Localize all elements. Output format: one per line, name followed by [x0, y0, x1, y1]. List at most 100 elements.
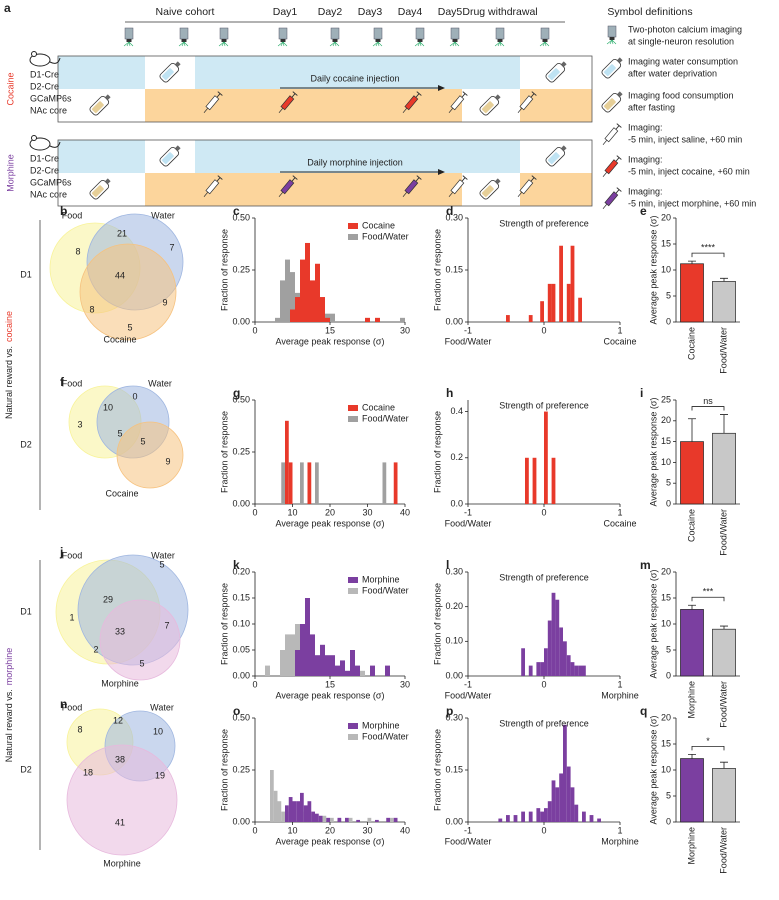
mouse-icon — [29, 135, 61, 151]
row-label: D2 — [20, 439, 32, 449]
scope-beam — [329, 41, 336, 47]
group-drug: morphine — [4, 648, 14, 686]
legend-swatch — [348, 416, 358, 422]
arrow-head — [438, 85, 445, 91]
scope-beam — [611, 39, 617, 45]
histogram-bar — [300, 624, 305, 676]
syringe-icon — [203, 175, 223, 197]
bar — [712, 628, 736, 677]
syringe-plunger — [415, 177, 420, 182]
histogram-bar — [578, 297, 582, 322]
legend-swatch — [348, 405, 358, 411]
scope-beam — [332, 41, 336, 47]
histogram-bar — [532, 457, 537, 504]
y-tick-label: 0.10 — [232, 618, 250, 628]
histogram-bar — [290, 309, 295, 322]
histogram-bar — [528, 315, 533, 322]
scope-beam — [417, 41, 421, 47]
venn-set-label: Water — [151, 550, 175, 560]
syringe-needle — [517, 191, 523, 197]
bottle-cap — [174, 145, 181, 152]
histogram-bar — [540, 301, 544, 322]
venn-count: 7 — [164, 620, 169, 630]
scope-beam — [606, 39, 613, 45]
syringe-plunger — [530, 93, 535, 98]
mouse-ear — [31, 51, 37, 57]
x-tick-label: 0 — [252, 679, 257, 689]
microscope-icon — [123, 27, 134, 47]
histogram-bar — [385, 665, 390, 676]
scope-beam — [221, 41, 225, 47]
y-tick-label: 0 — [666, 316, 671, 326]
histogram-bar — [555, 599, 560, 676]
scope-beam — [611, 39, 614, 45]
x-tick-label: 20 — [325, 507, 335, 517]
scope-lens — [126, 39, 132, 42]
histogram-bar — [555, 787, 560, 822]
histogram-bar — [310, 280, 315, 322]
histogram-bar — [326, 817, 330, 822]
mouse-body — [29, 53, 51, 67]
food-phase — [145, 173, 462, 206]
histogram-bar — [559, 773, 563, 822]
venn-set-label: Water — [151, 210, 175, 220]
mouse-tail — [49, 57, 61, 64]
y-tick-label: 0.20 — [445, 601, 463, 611]
syringe-icon — [602, 123, 622, 145]
histogram-bar — [597, 818, 601, 822]
x-tick-label: 0 — [252, 825, 257, 835]
legend-label: Cocaine — [362, 402, 395, 412]
syringe-plunger — [216, 93, 221, 98]
food-phase — [520, 173, 592, 206]
y-tick-label: 15 — [661, 436, 671, 446]
histogram-bar — [275, 317, 280, 322]
syringe-handle — [616, 155, 622, 160]
histogram-bar — [540, 662, 544, 676]
histogram-bar — [285, 634, 290, 676]
y-tick-label: 0 — [666, 498, 671, 508]
category-label: Food/Water — [718, 827, 728, 874]
venn-set-label: Water — [148, 378, 172, 388]
syringe-icon — [517, 175, 537, 197]
histogram-bar — [300, 259, 305, 322]
microscope-icon — [218, 27, 229, 47]
symbol-text: at single-neuron resolution — [628, 36, 734, 46]
scope-beam — [449, 41, 456, 47]
histogram-bar — [390, 817, 394, 822]
y-tick-label: 20 — [661, 415, 671, 425]
scope-body — [373, 27, 383, 40]
genotype-label: D2-Cre — [30, 165, 59, 175]
histogram-bar — [559, 245, 563, 322]
histogram-bar — [528, 665, 533, 676]
syringe-barrel — [604, 127, 619, 143]
genotype-label: GCaMP6s — [30, 93, 72, 103]
venn-set-label: Cocaine — [103, 334, 136, 344]
histogram-bar — [320, 644, 325, 676]
category-label: Morphine — [686, 681, 696, 719]
y-tick-label: 5 — [666, 478, 671, 488]
timeline-label: Day1 — [273, 6, 298, 18]
histogram-bar — [320, 297, 325, 322]
end-label: Morphine — [601, 690, 639, 700]
syringe-plunger — [291, 177, 296, 182]
legend-swatch — [348, 234, 358, 240]
histogram-bar — [400, 317, 405, 322]
scope-beam — [128, 41, 134, 47]
y-tick-label: 0.05 — [232, 644, 250, 654]
y-tick-label: 0 — [666, 816, 671, 826]
syringe-plunger — [291, 93, 296, 98]
water-phase — [195, 56, 520, 89]
x-tick-label: 15 — [325, 325, 335, 335]
legend-label: Cocaine — [362, 220, 395, 230]
row-label: D1 — [20, 606, 32, 616]
scope-beam — [277, 41, 284, 47]
significance-bracket — [691, 252, 725, 258]
histogram-bar — [393, 817, 398, 822]
scope-beam — [223, 41, 226, 47]
x-tick-label: 0 — [541, 679, 546, 689]
scope-lens — [542, 39, 548, 42]
panel-letter: k — [233, 558, 240, 572]
x-tick-label: 10 — [287, 825, 297, 835]
histogram-bar — [265, 665, 270, 676]
venn-set-label: Water — [150, 702, 174, 712]
